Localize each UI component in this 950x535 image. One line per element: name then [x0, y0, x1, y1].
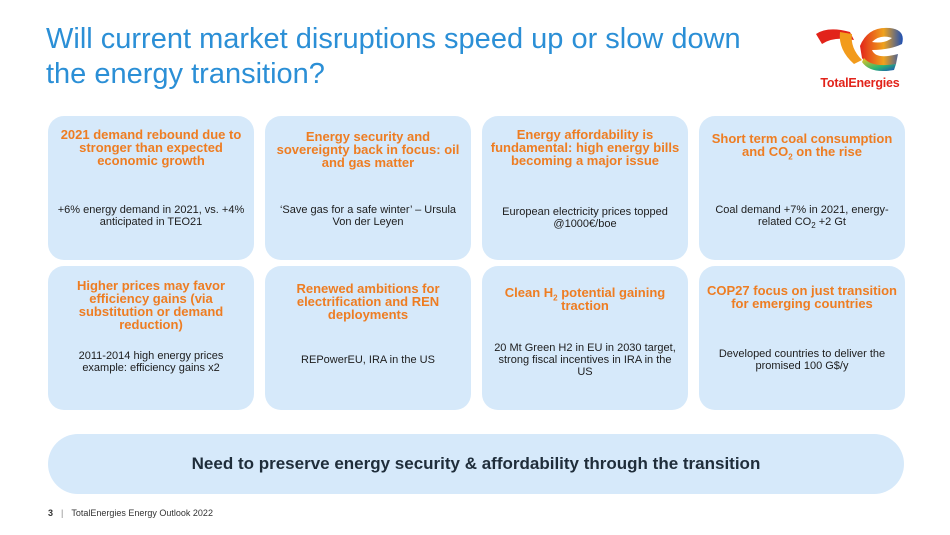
card-heading: Energy affordability is fundamental: hig…: [490, 127, 680, 168]
footer-text: TotalEnergies Energy Outlook 2022: [71, 508, 213, 518]
card-text: 2011-2014 high energy prices example: ef…: [78, 350, 224, 374]
footer: 3 | TotalEnergies Energy Outlook 2022: [48, 508, 213, 518]
card-text: Coal demand +7% in 2021, energy-related …: [715, 204, 889, 231]
card-demand-rebound: 2021 demand rebound due to stronger than…: [48, 116, 254, 260]
card-electrification: Renewed ambitions for electrification an…: [265, 266, 471, 410]
footer-separator: |: [61, 508, 64, 518]
card-text: +6% energy demand in 2021, vs. +4% antic…: [57, 204, 245, 228]
card-text: 20 Mt Green H2 in EU in 2030 target, str…: [494, 342, 676, 378]
card-text: REPowerEU, IRA in the US: [301, 354, 435, 366]
page-title: Will current market disruptions speed up…: [46, 23, 741, 90]
card-heading: Renewed ambitions for electrification an…: [296, 281, 440, 322]
card-energy-security: Energy security and sovereignty back in …: [265, 116, 471, 260]
card-heading: Short term coal consumption and CO2 on t…: [711, 131, 893, 162]
card-heading: Higher prices may favor efficiency gains…: [76, 278, 226, 332]
banner-text: Need to preserve energy security & affor…: [191, 454, 761, 473]
card-efficiency-gains: Higher prices may favor efficiency gains…: [48, 266, 254, 410]
card-heading: COP27 focus on just transition for emerg…: [707, 283, 897, 311]
card-text: European electricity prices topped @1000…: [502, 206, 668, 230]
card-heading: 2021 demand rebound due to stronger than…: [60, 127, 242, 168]
card-heading: Clean H2 potential gaining traction: [504, 285, 666, 313]
card-text: ‘Save gas for a safe winter’ – Ursula Vo…: [279, 204, 457, 228]
conclusion-banner: Need to preserve energy security & affor…: [48, 434, 904, 494]
card-energy-affordability: Energy affordability is fundamental: hig…: [482, 116, 688, 260]
card-cop27: COP27 focus on just transition for emerg…: [699, 266, 905, 410]
card-coal-consumption: Short term coal consumption and CO2 on t…: [699, 116, 905, 260]
logo-wordmark: TotalEnergies: [820, 76, 900, 90]
logo-mark-icon: [816, 27, 903, 71]
card-clean-hydrogen: Clean H2 potential gaining traction 20 M…: [482, 266, 688, 410]
page-number: 3: [48, 508, 54, 518]
brand-logo: TotalEnergies: [810, 20, 910, 92]
card-text: Developed countries to deliver the promi…: [718, 348, 886, 372]
card-heading: Energy security and sovereignty back in …: [276, 129, 460, 170]
